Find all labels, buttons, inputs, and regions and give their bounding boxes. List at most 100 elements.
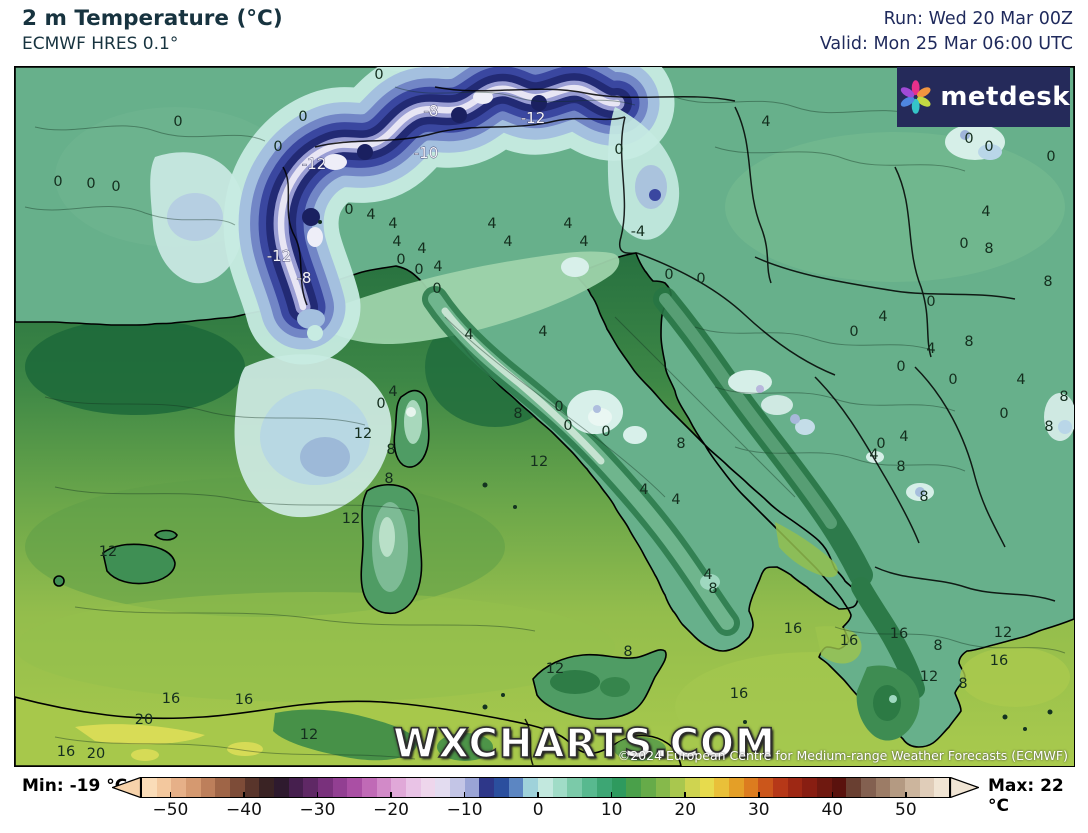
colorbar-segment xyxy=(303,778,319,797)
contour-label: 16 xyxy=(162,691,180,707)
contour-label: 4 xyxy=(869,447,878,463)
contour-label: 0 xyxy=(298,109,307,125)
contour-label: 4 xyxy=(1016,372,1025,388)
colorbar-segment xyxy=(347,778,363,797)
wxcharts-watermark: WXCHARTS.COM xyxy=(392,720,776,767)
contour-label: 12 xyxy=(546,661,564,677)
colorbar-segment xyxy=(714,778,729,797)
colorbar-segment xyxy=(215,778,231,797)
contour-label: 0 xyxy=(376,396,385,412)
contour-label: 8 xyxy=(984,241,993,257)
contour-label: -12 xyxy=(267,247,292,265)
contour-label: 8 xyxy=(896,459,905,475)
contour-label: 0 xyxy=(926,294,935,310)
contour-label: 20 xyxy=(135,712,153,728)
contour-label: -12 xyxy=(521,109,546,127)
contour-label: 0 xyxy=(876,436,885,452)
contour-label: 12 xyxy=(342,511,360,527)
metdesk-logo-text: metdesk xyxy=(940,82,1070,112)
colorbar-right-arrow xyxy=(950,777,979,798)
colorbar-segment xyxy=(244,778,260,797)
colorbar-left-arrow xyxy=(112,777,141,798)
colorbar-segment xyxy=(728,778,744,797)
contour-label: 0 xyxy=(664,267,673,283)
contour-label: 8 xyxy=(384,471,393,487)
contour-label: 8 xyxy=(513,406,522,422)
contour-label: 16 xyxy=(235,692,253,708)
contour-label: 8 xyxy=(964,334,973,350)
contour-label: 8 xyxy=(676,436,685,452)
run-label: Run: Wed 20 Mar 00Z xyxy=(883,9,1073,29)
metdesk-flower-icon xyxy=(900,80,931,114)
colorbar-segment xyxy=(406,778,421,797)
contour-label: 8 xyxy=(958,676,967,692)
contour-label: 4 xyxy=(433,259,442,275)
colorbar-segment xyxy=(904,778,920,797)
colorbar-segment xyxy=(816,778,832,797)
contour-label: 16 xyxy=(57,744,75,760)
colorbar-segment xyxy=(494,778,509,797)
contour-label: 0 xyxy=(964,131,973,147)
contour-label: 4 xyxy=(366,207,375,223)
contour-label: 0 xyxy=(374,67,383,83)
colorbar-segment xyxy=(743,778,759,797)
colorbar-max-label: Max: 22 °C xyxy=(988,776,1064,816)
colorbar-segment xyxy=(670,778,685,797)
colorbar-segment xyxy=(186,778,201,797)
colorbar-segment xyxy=(699,778,715,797)
contour-label: 4 xyxy=(388,216,397,232)
contour-label: 16 xyxy=(784,621,802,637)
colorbar-segment xyxy=(655,778,671,797)
colorbar-segment xyxy=(288,778,304,797)
contour-label: 0 xyxy=(614,142,623,158)
colorbar-segment xyxy=(919,778,935,797)
contour-label: 0 xyxy=(396,252,405,268)
colorbar-segment xyxy=(171,778,187,797)
contour-label: 12 xyxy=(99,544,117,560)
contour-label: 8 xyxy=(623,644,632,660)
contour-label: 0 xyxy=(999,406,1008,422)
colorbar-gradient xyxy=(141,777,950,798)
run-valid-info: Run: Wed 20 Mar 00Z Valid: Mon 25 Mar 06… xyxy=(820,7,1073,57)
colorbar-segment xyxy=(332,778,348,797)
colorbar-segment xyxy=(684,778,700,797)
colorbar-segment xyxy=(860,778,876,797)
page-title: 2 m Temperature (°C) xyxy=(22,6,283,31)
contour-label: 4 xyxy=(579,234,588,250)
contour-label: 8 xyxy=(1044,419,1053,435)
colorbar-segment xyxy=(596,778,612,797)
contour-label: 16 xyxy=(730,686,748,702)
contour-label: 16 xyxy=(990,653,1008,669)
contour-label: 8 xyxy=(708,581,717,597)
contour-label: 4 xyxy=(388,384,397,400)
contour-label: 8 xyxy=(1043,274,1052,290)
contour-label: 16 xyxy=(890,626,908,642)
contour-label: 0 xyxy=(896,359,905,375)
contour-label: 0 xyxy=(53,174,62,190)
contour-label: 12 xyxy=(354,426,372,442)
contour-label: 20 xyxy=(87,746,105,762)
colorbar-segment xyxy=(156,778,172,797)
valid-label: Valid: Mon 25 Mar 06:00 UTC xyxy=(819,34,1073,54)
contour-label: 0 xyxy=(111,179,120,195)
contour-label: 0 xyxy=(432,281,441,297)
colorbar-segment xyxy=(787,778,803,797)
alps-cold-arc xyxy=(223,67,675,365)
contour-label: 0 xyxy=(173,114,182,130)
contour-label: -10 xyxy=(414,144,439,162)
contour-label: 0 xyxy=(563,418,572,434)
colorbar-segment xyxy=(464,778,480,797)
colorbar-segment xyxy=(552,778,568,797)
contour-label: 4 xyxy=(538,324,547,340)
colorbar-segment xyxy=(479,778,495,797)
contour-label: 0 xyxy=(959,236,968,252)
contour-label: 4 xyxy=(417,241,426,257)
colorbar-segment xyxy=(420,778,436,797)
contour-label: 12 xyxy=(530,454,548,470)
contour-label: 8 xyxy=(933,638,942,654)
colorbar-segment xyxy=(611,778,627,797)
colorbar-segment xyxy=(259,778,275,797)
